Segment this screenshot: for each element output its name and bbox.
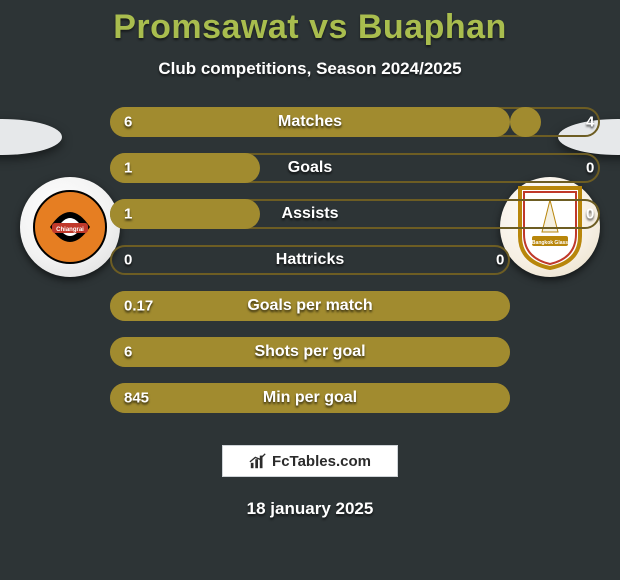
stat-row: Min per goal 845 bbox=[110, 383, 510, 413]
comparison-area: Chiangrai Bangkok Glass Matches64Goals10… bbox=[0, 107, 620, 427]
root: Promsawat vs Buaphan Club competitions, … bbox=[0, 0, 620, 580]
svg-text:Bangkok Glass: Bangkok Glass bbox=[532, 240, 568, 246]
stat-label: Hattricks bbox=[276, 251, 344, 269]
stat-fill-right bbox=[510, 107, 541, 137]
stat-row: Hattricks00 bbox=[110, 245, 510, 275]
stat-row: Goals10 bbox=[110, 153, 510, 183]
stat-label: Assists bbox=[282, 205, 339, 223]
stat-row: Assists10 bbox=[110, 199, 510, 229]
stat-row: Matches64 bbox=[110, 107, 510, 137]
stat-label: Shots per goal bbox=[254, 343, 365, 361]
brand-badge[interactable]: FcTables.com bbox=[222, 445, 398, 477]
stat-value-left: 6 bbox=[124, 344, 132, 361]
stat-label: Min per goal bbox=[263, 389, 357, 407]
date-text: 18 january 2025 bbox=[0, 499, 620, 519]
stat-value-left: 0 bbox=[124, 252, 132, 269]
stat-label: Matches bbox=[278, 113, 342, 131]
club-badge-left: Chiangrai bbox=[20, 177, 120, 277]
brand-text: FcTables.com bbox=[272, 453, 371, 470]
stat-fill-left bbox=[110, 153, 260, 183]
page-title: Promsawat vs Buaphan bbox=[0, 8, 620, 47]
stat-row: Shots per goal 6 bbox=[110, 337, 510, 367]
halo-left bbox=[0, 119, 62, 155]
stats-panel: Matches64Goals10Assists10Hattricks00Goal… bbox=[110, 107, 510, 429]
stat-row: Goals per match 0.17 bbox=[110, 291, 510, 321]
chart-icon bbox=[249, 452, 267, 470]
stat-fill-left bbox=[110, 199, 260, 229]
stat-value-left: 6 bbox=[124, 114, 132, 131]
page-subtitle: Club competitions, Season 2024/2025 bbox=[0, 59, 620, 79]
stat-label: Goals bbox=[288, 159, 332, 177]
stat-value-left: 1 bbox=[124, 160, 132, 177]
svg-text:Chiangrai: Chiangrai bbox=[56, 227, 84, 233]
stat-value-left: 1 bbox=[124, 206, 132, 223]
stat-value-left: 0.17 bbox=[124, 298, 153, 315]
club-left-logo: Chiangrai bbox=[30, 187, 110, 267]
stat-value-left: 845 bbox=[124, 390, 149, 407]
stat-label: Goals per match bbox=[247, 297, 372, 315]
